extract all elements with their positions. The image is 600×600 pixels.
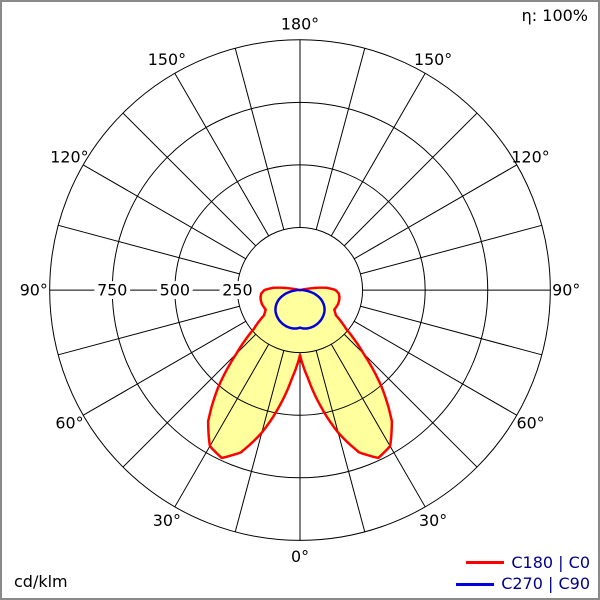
legend-item: C270 | C90 bbox=[456, 575, 590, 593]
radial-grid-line bbox=[360, 224, 542, 275]
radial-grid-line bbox=[353, 164, 517, 260]
radial-tick-label-bg bbox=[156, 281, 193, 300]
angle-label: 150° bbox=[414, 50, 452, 69]
legend: C180 | C0 C270 | C90 bbox=[456, 554, 590, 593]
radial-tick-label: 500 bbox=[160, 281, 190, 300]
efficiency-label: η: 100% bbox=[521, 6, 588, 25]
radial-grid-line bbox=[343, 112, 478, 247]
radial-grid-line bbox=[315, 350, 366, 532]
legend-line-swatch bbox=[466, 561, 505, 565]
radial-grid-line bbox=[234, 48, 285, 230]
series-curve-c90-c270 bbox=[274, 288, 326, 330]
radial-tick-label-bg bbox=[219, 281, 256, 300]
radial-grid-line bbox=[330, 344, 426, 508]
angle-label: 30° bbox=[419, 511, 447, 530]
legend-line-swatch bbox=[456, 582, 495, 586]
legend-label: C180 | C0 bbox=[511, 552, 590, 572]
radial-grid-line bbox=[315, 48, 366, 230]
radial-grid-line bbox=[83, 164, 247, 260]
angle-label: 120° bbox=[511, 147, 549, 166]
angle-label: 150° bbox=[148, 50, 186, 69]
legend-item: C180 | C0 bbox=[466, 554, 590, 572]
angle-label: 90° bbox=[552, 281, 580, 300]
legend-label: C270 | C90 bbox=[501, 574, 590, 594]
radial-tick-label: 250 bbox=[222, 281, 252, 300]
radial-grid-line bbox=[122, 112, 257, 247]
radial-tick-label: 750 bbox=[97, 281, 127, 300]
angle-label: 60° bbox=[516, 414, 544, 433]
radial-grid-line bbox=[174, 344, 270, 508]
unit-label: cd/klm bbox=[14, 572, 68, 592]
angle-label: 120° bbox=[50, 147, 88, 166]
radial-grid-line bbox=[58, 224, 240, 275]
angle-label: 180° bbox=[281, 14, 319, 33]
radial-grid-line bbox=[353, 320, 517, 416]
radial-grid-line bbox=[234, 350, 285, 532]
angle-label: 0° bbox=[291, 547, 309, 566]
angle-label: 60° bbox=[55, 414, 83, 433]
radial-grid-line bbox=[174, 73, 270, 237]
radial-grid-line bbox=[360, 305, 542, 356]
radial-grid-line bbox=[330, 73, 426, 237]
angle-label: 30° bbox=[153, 511, 181, 530]
series-curve-c0-c180 bbox=[206, 286, 394, 460]
radial-grid-line bbox=[83, 320, 247, 416]
grid-circle bbox=[49, 39, 551, 541]
radial-tick-label-bg bbox=[94, 281, 131, 300]
radial-grid-line bbox=[58, 305, 240, 356]
angle-label: 90° bbox=[20, 281, 48, 300]
